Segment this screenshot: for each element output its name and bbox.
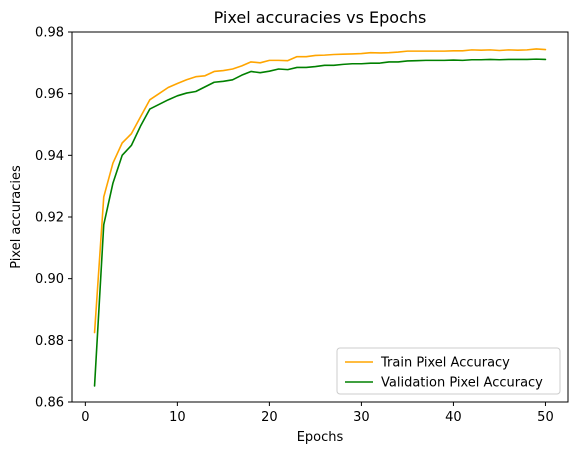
- axes-frame: [71, 31, 569, 403]
- x-tick-label: 20: [261, 410, 278, 425]
- y-axis-label: Pixel accuracies: [9, 165, 24, 269]
- chart-title: Pixel accuracies vs Epochs: [214, 8, 427, 27]
- y-tick-label: 0.94: [35, 149, 64, 164]
- x-tick-label: 30: [353, 410, 370, 425]
- x-tick-label: 0: [81, 410, 89, 425]
- x-tick-label: 50: [537, 410, 554, 425]
- legend-box: [336, 347, 561, 395]
- legend-label: Validation Pixel Accuracy: [381, 376, 543, 391]
- y-tick-label: 0.88: [35, 334, 64, 349]
- plot-area: [93, 48, 547, 387]
- series-line-train: [93, 48, 547, 334]
- x-tick-label: 40: [445, 410, 462, 425]
- x-tick-label: 10: [169, 410, 186, 425]
- series-line-validation: [93, 58, 547, 387]
- legend-label: Train Pixel Accuracy: [380, 356, 510, 371]
- y-tick-label: 0.96: [35, 87, 64, 102]
- y-tick-label: 0.86: [35, 396, 64, 411]
- axis-ticks: 0 10 20 30 40 50 0.86 0.88 0.90 0.92 0.94 0.96 0.98: [35, 26, 554, 426]
- y-tick-label: 0.90: [35, 272, 64, 287]
- legend: Train Pixel Accuracy Validation Pixel Acc…: [336, 347, 561, 395]
- y-tick-label: 0.98: [35, 26, 64, 41]
- x-axis-label: Epochs: [297, 430, 344, 445]
- y-tick-label: 0.92: [35, 211, 64, 226]
